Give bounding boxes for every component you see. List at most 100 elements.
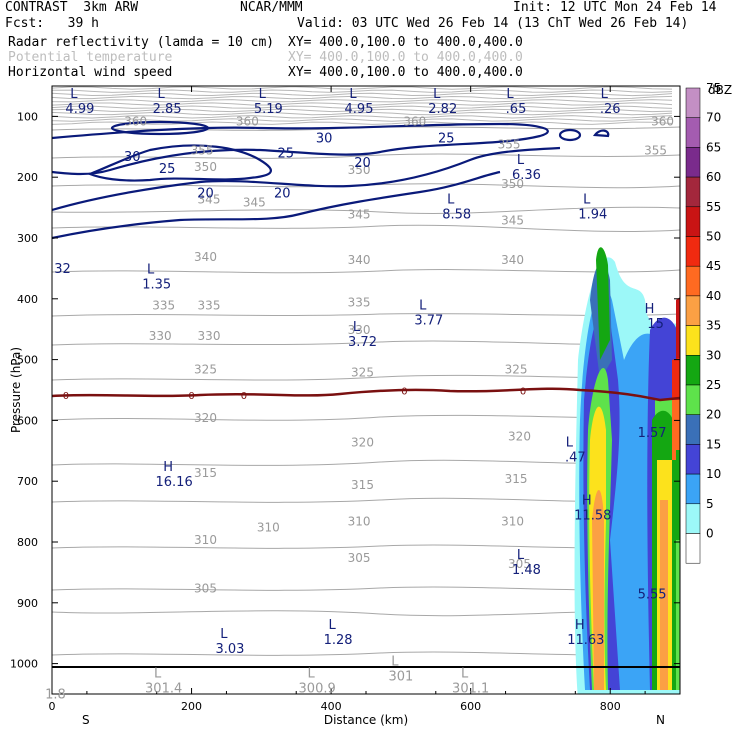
field-xy-theta: XY= 400.0,100.0 to 400.0,400.0 bbox=[288, 50, 523, 65]
colorbar-swatch bbox=[685, 176, 701, 208]
extremum-letter: L bbox=[70, 87, 78, 102]
colorbar-swatch bbox=[685, 236, 701, 267]
colorbar-label: 55 bbox=[706, 200, 721, 214]
freezing-level-label: 0 bbox=[63, 391, 69, 402]
colorbar-swatch bbox=[685, 414, 701, 445]
extremum-value: 8.58 bbox=[442, 207, 471, 222]
stratosphere-theta-line bbox=[52, 118, 673, 122]
theta-label: 360 bbox=[236, 115, 259, 129]
extremum-letter: L bbox=[147, 262, 155, 277]
extremum-value: 4.99 bbox=[65, 102, 94, 117]
extremum-letter: L bbox=[158, 87, 166, 102]
extremum-value: 1.28 bbox=[324, 633, 353, 648]
y-tick-label: 500 bbox=[17, 354, 38, 367]
theta-label: 310 bbox=[257, 521, 280, 535]
theta-label: 315 bbox=[194, 466, 217, 480]
extremum-letter: L bbox=[447, 192, 455, 207]
extremum-letter: L bbox=[259, 87, 267, 102]
colorbar-swatch bbox=[685, 265, 701, 297]
theta-label: 355 bbox=[191, 144, 214, 158]
theta-label: 345 bbox=[501, 214, 524, 228]
y-tick-label: 300 bbox=[17, 232, 38, 245]
extremum-letter: H bbox=[582, 493, 592, 508]
wind-label: 30 bbox=[316, 132, 333, 147]
extremum-letter: H bbox=[645, 302, 655, 317]
extremum-value: 4.95 bbox=[345, 102, 374, 117]
extremum-value: 16.16 bbox=[156, 475, 193, 490]
theta-label: 315 bbox=[505, 472, 528, 486]
colorbar-label: 20 bbox=[706, 408, 721, 422]
extremum-letter: L bbox=[583, 192, 591, 207]
theta-label: 355 bbox=[498, 138, 521, 152]
stratosphere-theta-line bbox=[52, 111, 673, 116]
extremum-letter: L bbox=[566, 436, 574, 451]
colorbar-swatch bbox=[685, 117, 701, 148]
freezing-level-label: 0 bbox=[520, 387, 526, 398]
freezing-level-label: 0 bbox=[188, 391, 194, 402]
freezing-level-label: 0 bbox=[401, 387, 407, 398]
colorbar-swatch bbox=[685, 503, 701, 534]
extremum-value: 15 bbox=[647, 317, 664, 332]
extremum-value: 3.03 bbox=[215, 642, 244, 657]
theta-label: 310 bbox=[348, 515, 371, 529]
colorbar-swatch bbox=[685, 87, 701, 118]
colorbar-label: 45 bbox=[706, 259, 721, 273]
x-tick-label: 400 bbox=[321, 700, 342, 713]
extremum-letter: L bbox=[349, 87, 357, 102]
extremum-value: 3.77 bbox=[414, 314, 443, 329]
high-low-markers: L4.99L2.85L5.19L4.95L2.82L.65L.26L6.36L8… bbox=[45, 87, 666, 703]
theta-label: 340 bbox=[501, 253, 524, 267]
extremum-value: 301 bbox=[388, 669, 413, 684]
colorbar-label: 50 bbox=[706, 230, 721, 244]
colorbar-label: 65 bbox=[706, 140, 721, 154]
theta-label: 325 bbox=[194, 363, 217, 377]
y-tick-label: 1000 bbox=[10, 658, 38, 671]
extremum-letter: L bbox=[154, 667, 162, 682]
field-xy-reflectivity: XY= 400.0,100.0 to 400.0,400.0 bbox=[288, 35, 523, 50]
theta-label: 360 bbox=[124, 115, 147, 129]
extremum-value: 3.72 bbox=[348, 335, 377, 350]
colorbar-label: 0 bbox=[706, 527, 714, 541]
x-tick-label: 600 bbox=[460, 700, 481, 713]
wind-label: 20 bbox=[274, 186, 291, 201]
extremum-value: 11.63 bbox=[567, 633, 604, 648]
colorbar-swatch bbox=[685, 355, 701, 386]
x-tick-label: 0 bbox=[49, 700, 56, 713]
extremum-value: 301.4 bbox=[145, 682, 182, 697]
field-name-reflectivity: Radar reflectivity (lamda = 10 cm) bbox=[8, 35, 275, 50]
colorbar-swatch bbox=[685, 325, 701, 356]
colorbar-swatch bbox=[685, 206, 701, 237]
theta-label: 330 bbox=[198, 329, 221, 343]
colorbar-label: 30 bbox=[706, 348, 721, 362]
colorbar-label: 15 bbox=[706, 437, 721, 451]
stratosphere-theta-line bbox=[52, 108, 673, 113]
theta-label: 355 bbox=[644, 144, 667, 158]
theta-label: 360 bbox=[651, 115, 674, 129]
theta-label: 305 bbox=[194, 581, 217, 595]
extremum-value: 1.48 bbox=[512, 563, 541, 578]
y-tick-label: 900 bbox=[17, 597, 38, 610]
extremum-value: 2.85 bbox=[153, 102, 182, 117]
wind-label: 25 bbox=[438, 132, 455, 147]
colorbar-label: 60 bbox=[706, 170, 721, 184]
colorbar-swatch bbox=[685, 295, 701, 326]
organization: NCAR/MMM bbox=[240, 0, 303, 15]
stratosphere-theta-line bbox=[52, 89, 673, 93]
extremum-letter: H bbox=[575, 618, 585, 633]
field-name-wind: Horizontal wind speed bbox=[8, 65, 173, 80]
field-xy-wind: XY= 400.0,100.0 to 400.0,400.0 bbox=[288, 65, 523, 80]
extremum-value: 301.1 bbox=[452, 682, 489, 697]
wind-label: 20 bbox=[354, 156, 371, 171]
theta-label: 350 bbox=[348, 163, 371, 177]
extremum-value: 1.94 bbox=[578, 207, 607, 222]
extremum-letter: L bbox=[353, 320, 361, 335]
reflectivity-field bbox=[574, 247, 680, 694]
extremum-value: 5.55 bbox=[638, 587, 667, 602]
y-tick-label: 800 bbox=[17, 536, 38, 549]
extremum-value: .65 bbox=[506, 102, 527, 117]
y-tick-label: 700 bbox=[17, 475, 38, 488]
